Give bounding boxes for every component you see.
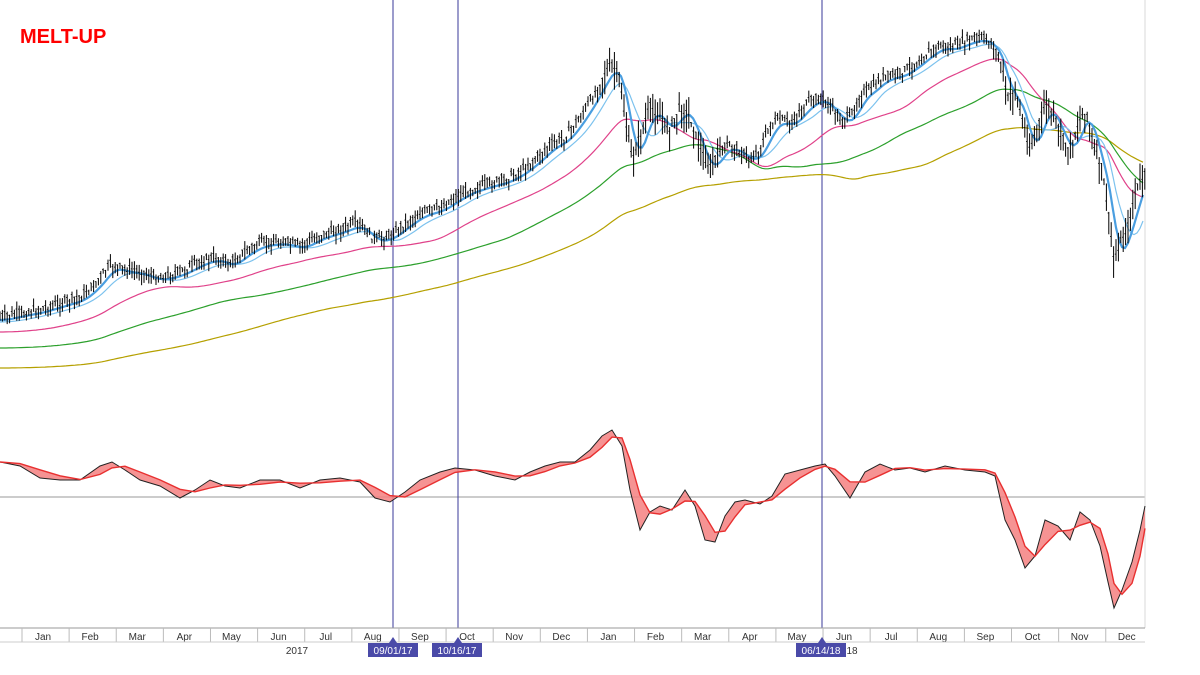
x-tick-label: Apr — [742, 632, 758, 643]
date-marker-pointer — [818, 637, 826, 643]
x-tick-label: Jun — [836, 632, 852, 643]
x-axis: Jan Feb Mar Apr May Jun Jul Aug Sep Oct Nov Dec Jan F… — [0, 627, 1145, 657]
ma-100-line — [0, 88, 1144, 349]
moving-average-lines — [0, 39, 1145, 369]
x-tick-label: Jan — [35, 632, 51, 643]
x-tick-label: Nov — [505, 632, 523, 643]
date-marker-label: 10/16/17 — [438, 646, 477, 657]
x-tick-label: Sep — [976, 632, 994, 643]
x-tick-label: Oct — [459, 632, 475, 643]
x-tick-label: Mar — [129, 632, 147, 643]
oscillator-signal-line — [0, 436, 1146, 596]
ma-50-line — [0, 58, 1144, 333]
x-tick-label: Feb — [82, 632, 100, 643]
x-tick-label: Apr — [177, 632, 193, 643]
x-tick-label: Oct — [1025, 632, 1041, 643]
price-bars — [0, 29, 1146, 325]
x-tick-label: Dec — [1118, 632, 1136, 643]
x-tick-label: Dec — [552, 632, 570, 643]
x-tick-label: Sep — [411, 632, 429, 643]
year-label: 18 — [846, 646, 858, 657]
x-tick-label: Jun — [271, 632, 287, 643]
date-marker-label: 06/14/18 — [802, 646, 841, 657]
x-tick-label: Aug — [929, 632, 947, 643]
x-tick-label: Jul — [885, 632, 898, 643]
date-markers — [392, 0, 823, 628]
year-label: 2017 — [286, 646, 309, 657]
oscillator-panel — [0, 429, 1146, 610]
x-tick-label: Nov — [1071, 632, 1089, 643]
oscillator-line — [0, 429, 1146, 610]
x-tick-label: May — [787, 632, 806, 643]
ema-slow-line — [0, 43, 1144, 323]
date-marker-pointer — [454, 637, 462, 643]
date-marker-box — [432, 643, 482, 657]
x-tick-label: Mar — [694, 632, 712, 643]
x-tick-label: Jan — [600, 632, 616, 643]
ma-200-line — [0, 127, 1144, 369]
date-marker-label: 09/01/17 — [374, 646, 413, 657]
date-marker-pointer — [389, 637, 397, 643]
date-marker-box — [796, 643, 846, 657]
x-tick-label: Aug — [364, 632, 382, 643]
x-tick-label: Jul — [319, 632, 332, 643]
ema-fast-line — [0, 39, 1145, 322]
chart-title: MELT-UP — [20, 26, 107, 48]
x-tick-label: Feb — [647, 632, 665, 643]
date-marker-box — [368, 643, 418, 657]
x-tick-label: May — [222, 632, 241, 643]
oscillator-fill — [0, 430, 1145, 608]
grid — [0, 0, 1146, 628]
